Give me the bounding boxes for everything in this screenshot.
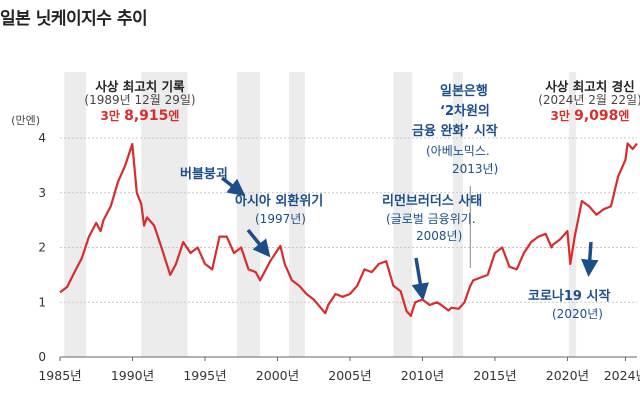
x-tick-label: 2000년 — [256, 368, 299, 383]
peak-2024-date: (2024년 2월 22일) — [538, 93, 640, 108]
event-lehman: 리먼브러더스 사태 — [382, 194, 483, 209]
event-boj-sub: (아베노믹스. — [426, 144, 490, 158]
y-tick-label: 1 — [38, 295, 46, 309]
peak-2024-title: 사상 최고치 경신 — [545, 79, 635, 94]
peak-1989-value: 3만 8,915엔 — [100, 108, 180, 125]
chart-title: 일본 닛케이지수 추이 — [0, 9, 148, 29]
x-tick-label: 2020년 — [546, 368, 589, 383]
event-lehman-sub2: 2008년) — [416, 229, 463, 243]
y-axis-unit: (만엔) — [11, 114, 40, 127]
y-grid-and-ticks: 0 1 2 3 4 — [38, 131, 637, 364]
arrow-asia-crisis — [246, 228, 271, 258]
shaded-period-0 — [64, 72, 87, 357]
shaded-periods — [64, 72, 577, 357]
x-tick-label: 2010년 — [401, 368, 444, 383]
arrow-covid — [581, 241, 599, 277]
x-tick-label: 2015년 — [473, 368, 516, 383]
peak-2024-value: 3만 9,098엔 — [550, 108, 630, 125]
y-tick-label: 4 — [38, 131, 46, 145]
peak-1989-title: 사상 최고치 기록 — [95, 79, 185, 94]
peak-1989-date: (1989년 12월 29일) — [84, 93, 196, 108]
shaded-period-5 — [452, 72, 464, 357]
x-axis: 1985년 1990년 1995년 2000년 2005년 2010년 2015년 2020년… — [38, 357, 640, 383]
event-lehman-sub: (글로벌 금융위기. — [386, 212, 476, 226]
x-tick-label: 1990년 — [111, 368, 154, 383]
event-boj: 일본은행 — [440, 84, 488, 99]
shaded-period-1 — [141, 72, 188, 357]
event-asia-crisis: 아시아 외환위기 — [235, 194, 324, 209]
event-boj-line2: ‘2차원의 — [440, 104, 490, 119]
event-asia-crisis-year: (1997년) — [255, 212, 306, 226]
shaded-period-4 — [393, 72, 413, 357]
x-tick-label: 1995년 — [183, 368, 226, 383]
peak-1989-annotation: 사상 최고치 기록 (1989년 12월 29일) 3만 8,915엔 — [60, 79, 220, 125]
event-arrows — [220, 176, 599, 301]
x-tick-label: 1985년 — [38, 368, 81, 383]
event-boj-line3: 금융 완화’ 시작 — [412, 124, 498, 139]
event-boj-sub2: 2013년) — [452, 162, 499, 176]
y-tick-label: 0 — [38, 350, 46, 364]
event-covid: 코로나19 시작 — [528, 289, 611, 304]
nikkei-line — [59, 142, 638, 317]
arrow-lehman — [411, 257, 429, 301]
shaded-period-6 — [568, 72, 577, 357]
x-tick-label: 2005년 — [328, 368, 371, 383]
shaded-period-3 — [289, 72, 306, 357]
event-covid-year: (2020년) — [552, 307, 603, 321]
event-bubble-burst: 버블붕괴 — [180, 167, 228, 182]
y-tick-label: 3 — [38, 186, 46, 200]
x-tick-label: 2024년 — [604, 368, 640, 383]
y-tick-label: 2 — [38, 241, 46, 255]
arrow-bubble-burst — [220, 176, 246, 197]
peak-2024-annotation: 사상 최고치 경신 (2024년 2월 22일) 3만 9,098엔 — [520, 79, 640, 125]
shaded-period-2 — [236, 72, 261, 357]
